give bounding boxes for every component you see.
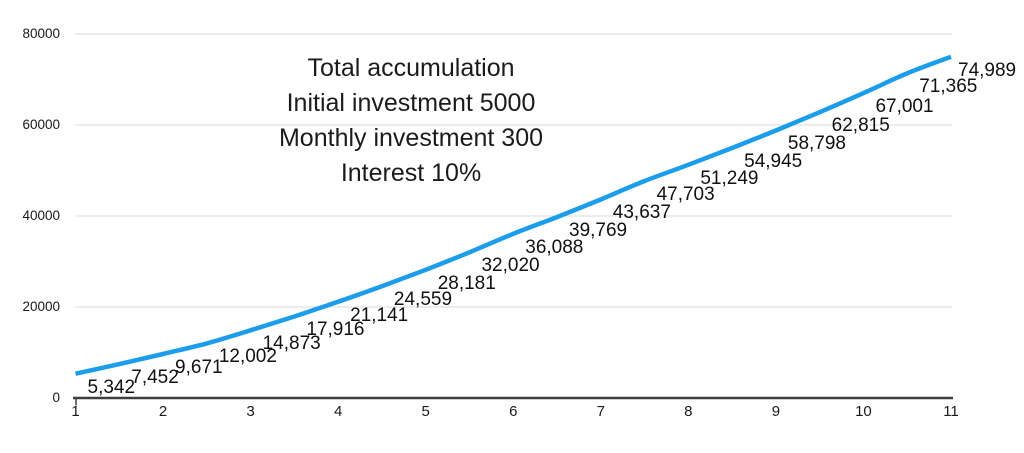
data-label: 7,452 xyxy=(131,367,179,389)
x-tick-label: 8 xyxy=(684,403,693,420)
data-label: 14,873 xyxy=(262,333,321,355)
annotation-line-initial-investment: Initial investment 5000 xyxy=(286,89,536,117)
series-line xyxy=(75,54,952,376)
x-tick-label: 9 xyxy=(771,403,781,420)
y-tick-label: 80000 xyxy=(22,26,60,41)
data-label: 58,798 xyxy=(787,133,847,155)
x-tick-label: 11 xyxy=(943,403,959,420)
data-label: 36,088 xyxy=(525,236,584,258)
annotation-line-monthly-investment: Monthly investment 300 xyxy=(278,124,544,152)
x-tick-label: 5 xyxy=(421,403,430,420)
y-tick-label: 0 xyxy=(52,390,60,405)
data-label: 39,769 xyxy=(569,220,628,242)
data-label: 24,559 xyxy=(393,289,453,311)
chart-annotation: Total accumulation Initial investment 50… xyxy=(161,51,661,191)
x-tick-label: 1 xyxy=(71,403,80,420)
x-tick-label: 10 xyxy=(855,403,872,420)
data-label: 51,249 xyxy=(700,167,759,189)
x-tick-label: 4 xyxy=(333,403,343,420)
data-label: 32,020 xyxy=(481,255,540,277)
annotation-line-title: Total accumulation xyxy=(307,54,515,82)
x-tick-label: 7 xyxy=(596,403,605,420)
data-label: 21,141 xyxy=(350,304,409,326)
data-label: 71,365 xyxy=(919,76,978,98)
x-tick-label: 3 xyxy=(246,403,255,420)
annotation-line-interest: Interest 10% xyxy=(340,159,482,187)
data-label: 43,637 xyxy=(612,202,671,224)
data-label: 28,181 xyxy=(437,272,496,294)
x-tick-label: 2 xyxy=(158,403,168,420)
data-label: 17,916 xyxy=(306,319,365,341)
y-tick-label: 40000 xyxy=(22,208,60,223)
data-label: 74,989 xyxy=(958,59,1017,81)
x-tick-label: 6 xyxy=(509,403,518,420)
data-label: 62,815 xyxy=(831,115,890,137)
data-label: 54,945 xyxy=(744,151,803,172)
y-tick-label: 60000 xyxy=(22,117,60,132)
y-tick-label: 20000 xyxy=(22,299,60,314)
data-label: 67,001 xyxy=(875,96,934,118)
data-label: 47,703 xyxy=(656,183,715,205)
data-label: 12,002 xyxy=(218,346,277,368)
data-label: 9,671 xyxy=(175,356,223,378)
data-label: 5,342 xyxy=(87,376,136,398)
